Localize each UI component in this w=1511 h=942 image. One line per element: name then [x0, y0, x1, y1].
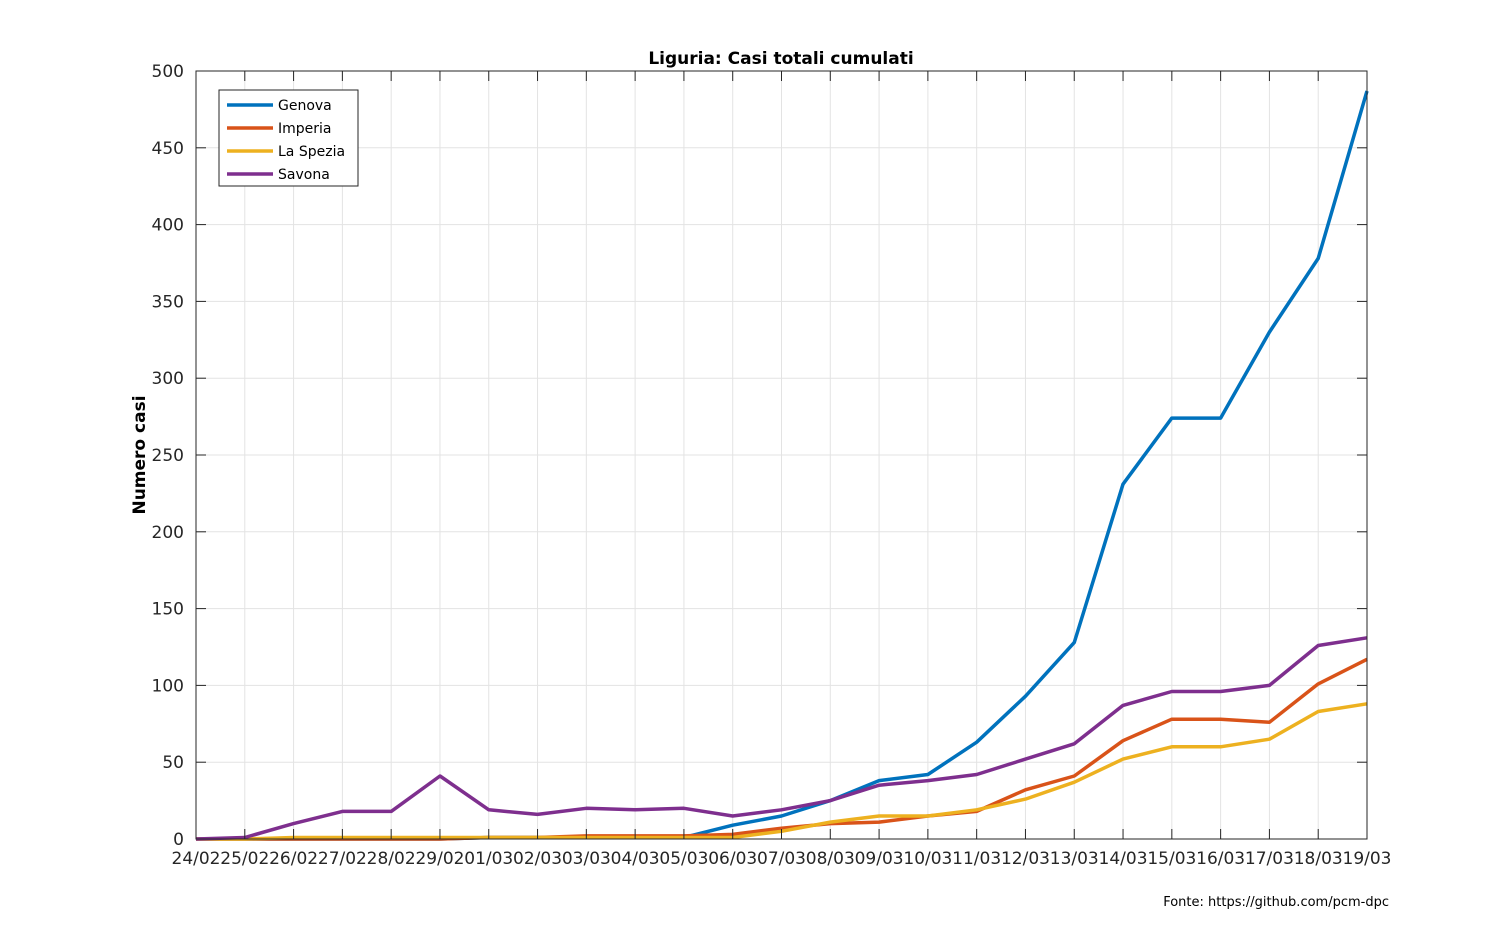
x-tick-label: 29/02 [415, 849, 464, 869]
x-tick-label: 24/02 [172, 849, 221, 869]
y-tick-label: 100 [152, 676, 184, 696]
y-tick-label: 200 [152, 523, 184, 543]
x-tick-label: 08/03 [806, 849, 855, 869]
y-tick-label: 350 [152, 292, 184, 312]
y-axis-label: Numero casi [130, 395, 150, 514]
y-tick-label: 250 [152, 446, 184, 466]
y-tick-label: 50 [162, 753, 184, 773]
x-tick-label: 19/03 [1343, 849, 1392, 869]
axis-ticks: 24/02 25/02 26/02 27/02 28/02 29/02 01/03 02/03… [152, 62, 1392, 869]
x-tick-label: 14/03 [1099, 849, 1148, 869]
y-tick-label: 0 [173, 830, 184, 850]
legend-label: Genova [278, 98, 332, 114]
x-tick-label: 11/03 [952, 849, 1001, 869]
x-tick-label: 05/03 [659, 849, 708, 869]
y-tick-label: 300 [152, 369, 184, 389]
legend-label: La Spezia [278, 144, 345, 160]
x-tick-label: 18/03 [1294, 849, 1343, 869]
y-tick-label: 150 [152, 600, 184, 620]
legend: Genova Imperia La Spezia Savona [218, 89, 359, 187]
x-tick-label: 28/02 [367, 849, 416, 869]
grid [195, 70, 1368, 840]
x-tick-label: 01/03 [464, 849, 513, 869]
x-tick-label: 06/03 [708, 849, 757, 869]
source-note: Fonte: https://github.com/pcm-dpc [1163, 895, 1389, 910]
x-tick-label: 07/03 [757, 849, 806, 869]
chart-title: Liguria: Casi totali cumulati [648, 49, 913, 69]
x-tick-label: 15/03 [1147, 849, 1196, 869]
x-tick-label: 26/02 [269, 849, 318, 869]
y-tick-label: 450 [152, 139, 184, 159]
legend-label: Savona [278, 167, 330, 183]
x-tick-label: 02/03 [513, 849, 562, 869]
y-tick-label: 400 [152, 216, 184, 236]
x-tick-label: 13/03 [1050, 849, 1099, 869]
x-tick-label: 17/03 [1245, 849, 1294, 869]
x-tick-label: 25/02 [220, 849, 269, 869]
x-tick-label: 12/03 [1001, 849, 1050, 869]
x-tick-label: 27/02 [318, 849, 367, 869]
x-tick-label: 03/03 [562, 849, 611, 869]
x-tick-label: 04/03 [611, 849, 660, 869]
x-tick-label: 10/03 [903, 849, 952, 869]
x-tick-label: 16/03 [1196, 849, 1245, 869]
x-tick-label: 09/03 [855, 849, 904, 869]
series-line-savona [195, 636, 1368, 841]
legend-label: Imperia [278, 121, 332, 137]
y-tick-label: 500 [152, 62, 184, 82]
